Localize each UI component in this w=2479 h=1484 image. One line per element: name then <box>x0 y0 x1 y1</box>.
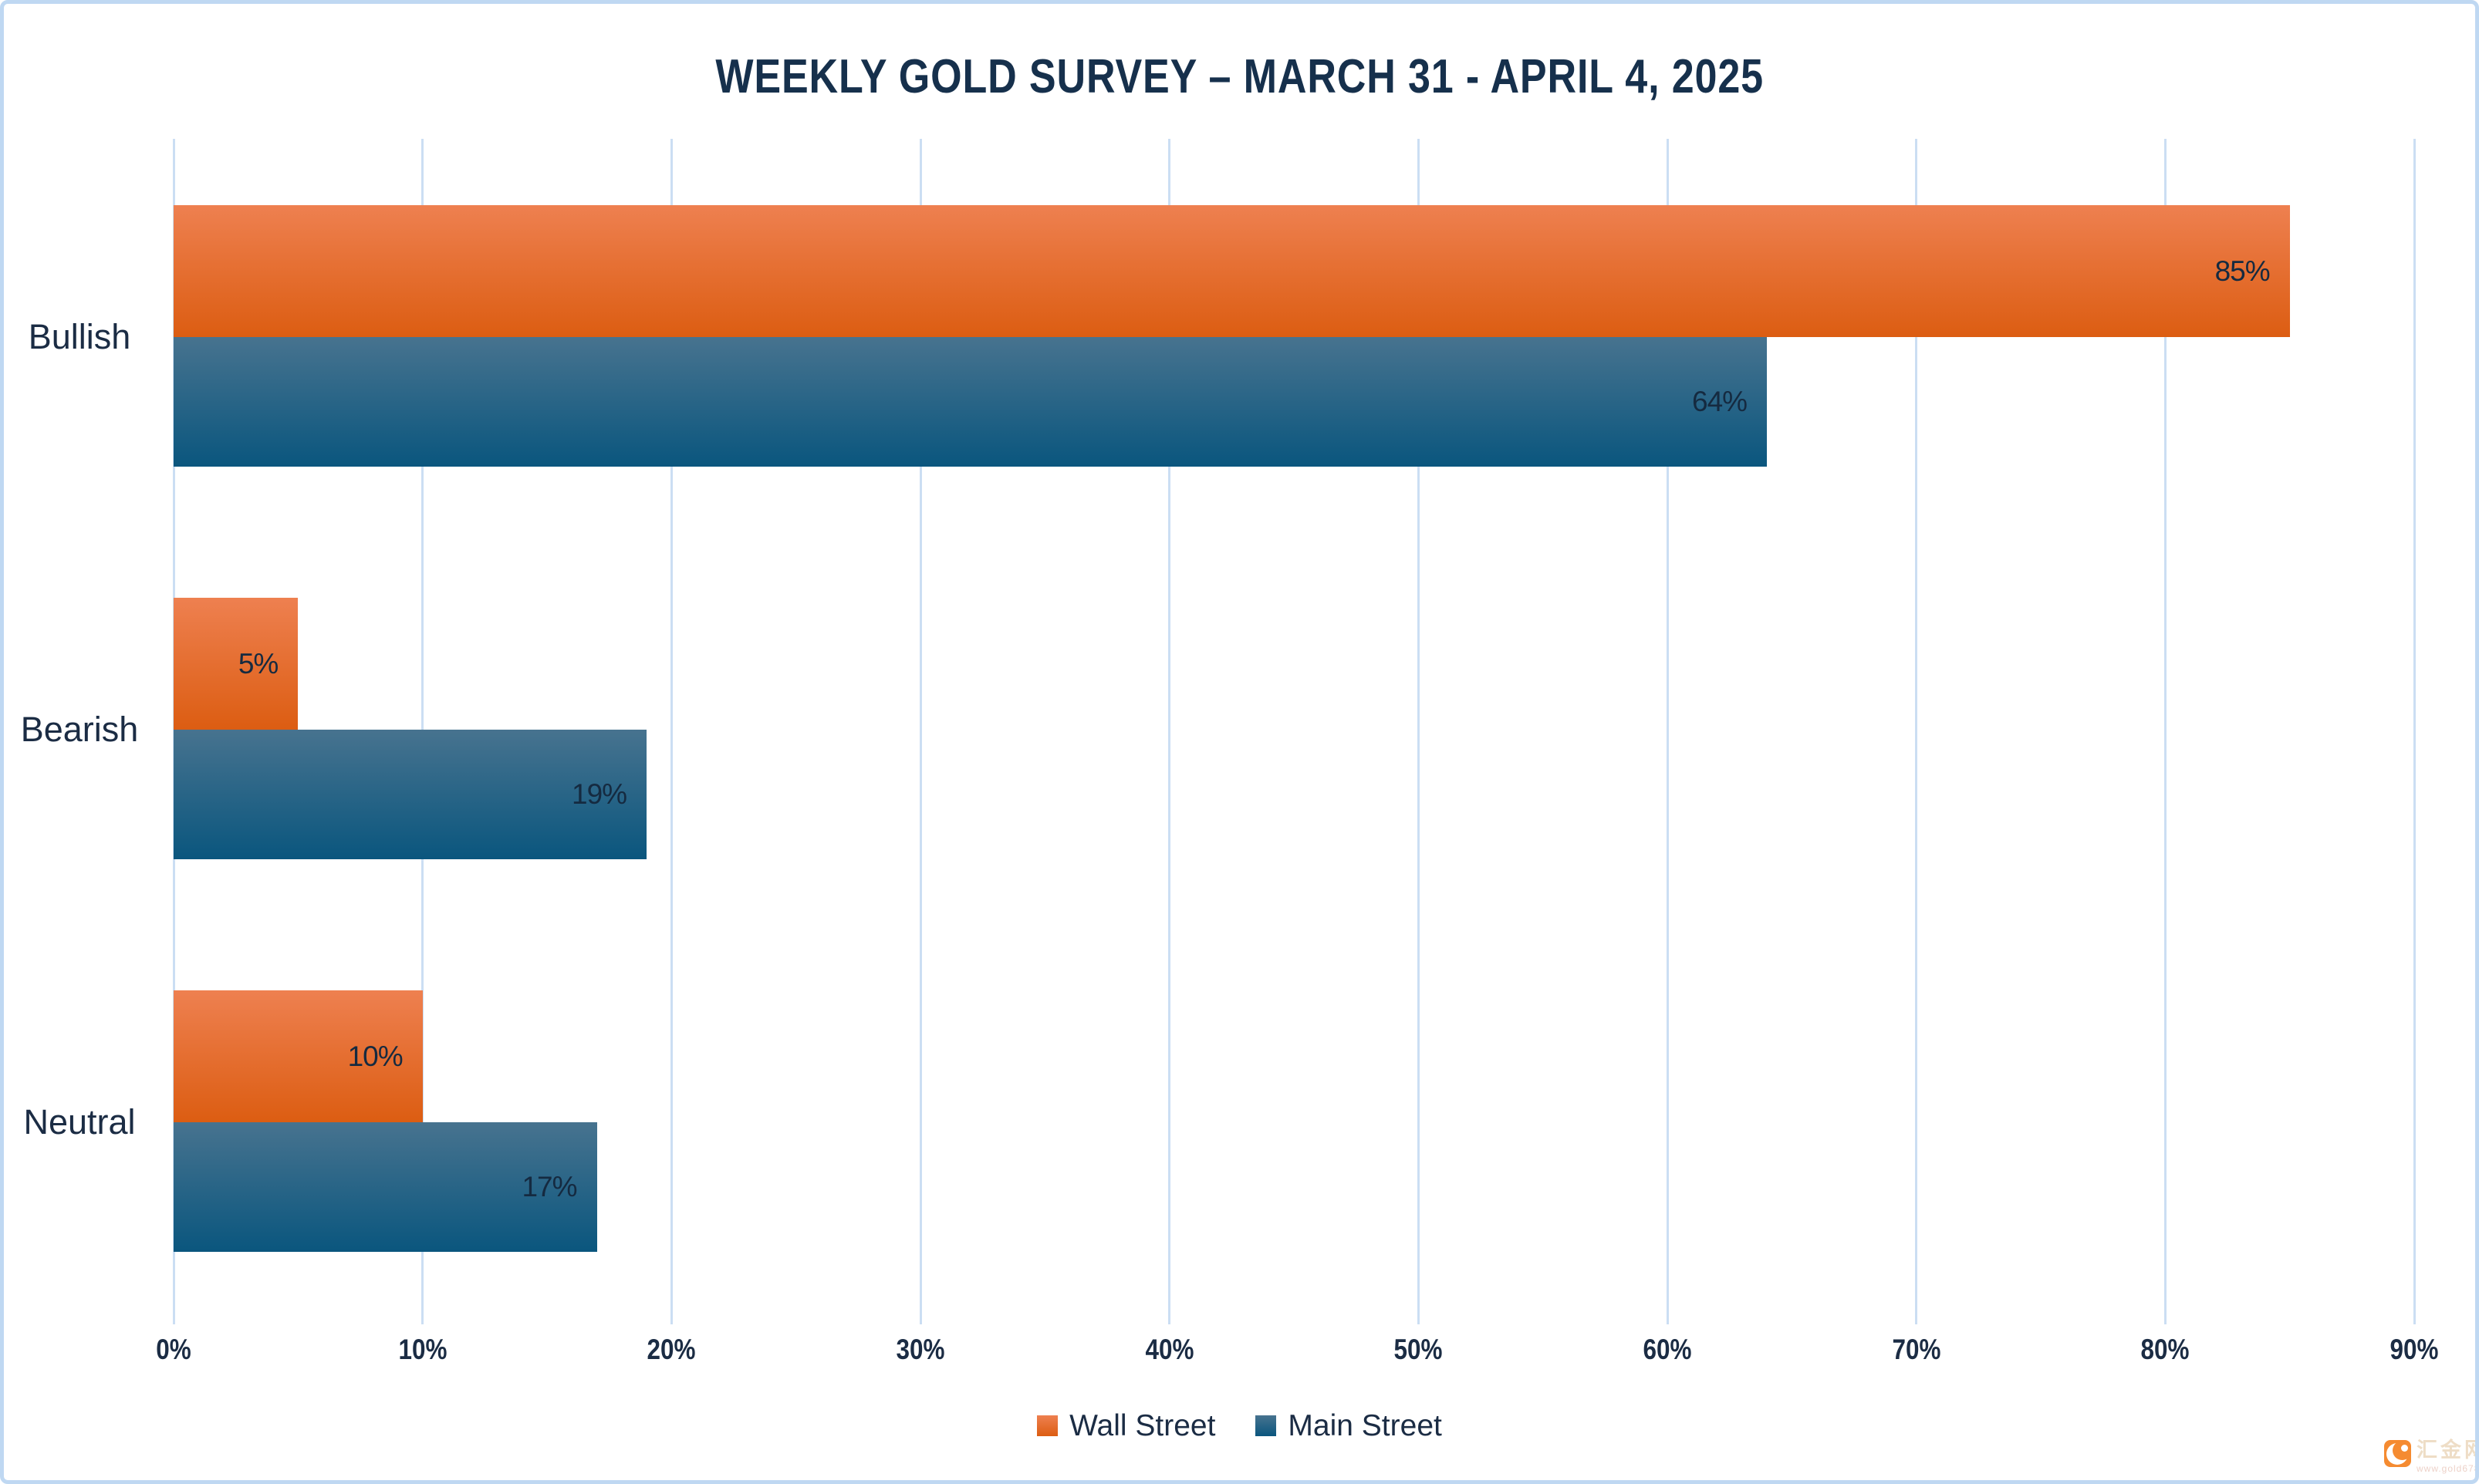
legend-label-wall-street: Wall Street <box>1069 1409 1216 1442</box>
watermark-url: www.gold678.com <box>2417 1463 2479 1474</box>
legend-entry-wall-street: Wall Street <box>1037 1411 1215 1441</box>
chart-title: WEEKLY GOLD SURVEY – MARCH 31 - APRIL 4,… <box>4 53 2475 101</box>
data-label-wall-street-bearish: 5% <box>238 647 279 680</box>
x-tick-label: 70% <box>1892 1334 1941 1365</box>
gridline <box>2413 139 2416 1324</box>
bar-main-street-bearish: 19% <box>174 730 647 859</box>
watermark-site-name: 汇金网 <box>2417 1438 2475 1462</box>
category-label-neutral: Neutral <box>23 1102 136 1142</box>
category-label-bearish: Bearish <box>20 710 139 749</box>
watermark-logo-dot <box>2401 1445 2408 1452</box>
gridline <box>919 139 922 1324</box>
gridline <box>1417 139 1420 1324</box>
x-tick-label: 50% <box>1393 1334 1443 1365</box>
data-label-main-street-neutral: 17% <box>522 1171 577 1202</box>
bar-wall-street-bearish: 5% <box>174 598 299 730</box>
bar-wall-street-bullish: 85% <box>174 205 2290 337</box>
data-label-main-street-bullish: 64% <box>1692 386 1748 417</box>
legend-label-main-street: Main Street <box>1288 1409 1442 1442</box>
gridline <box>1666 139 1669 1324</box>
legend-swatch-wall-street <box>1037 1415 1059 1436</box>
watermark-logo-icon <box>2384 1440 2411 1467</box>
legend-swatch-main-street <box>1255 1415 1277 1436</box>
watermark-texts: 汇金网 www.gold678.com <box>2417 1438 2479 1474</box>
x-tick-label: 90% <box>2389 1334 2439 1365</box>
x-tick-label: 0% <box>156 1334 191 1365</box>
category-label-bullish: Bullish <box>28 317 131 356</box>
legend-entry-main-street: Main Street <box>1255 1409 1442 1442</box>
x-tick-label: 20% <box>647 1334 696 1365</box>
data-label-main-street-bearish: 19% <box>572 778 627 810</box>
x-tick-label: 30% <box>896 1334 945 1365</box>
gridline <box>670 139 673 1324</box>
x-tick-label: 80% <box>2140 1334 2190 1365</box>
gridline <box>1915 139 1918 1324</box>
legend: Wall Street Main Street <box>4 1411 2475 1441</box>
x-tick-label: 40% <box>1145 1334 1194 1365</box>
gridline <box>1168 139 1171 1324</box>
bar-main-street-neutral: 17% <box>174 1122 597 1252</box>
data-label-wall-street-bullish: 85% <box>2214 255 2271 287</box>
x-tick-label: 10% <box>398 1334 448 1365</box>
bar-main-street-bullish: 64% <box>174 337 1768 467</box>
chart-title-text: WEEKLY GOLD SURVEY – MARCH 31 - APRIL 4,… <box>715 50 1764 103</box>
watermark: 汇金网 www.gold678.com <box>2384 1438 2479 1474</box>
data-label-wall-street-neutral: 10% <box>347 1040 404 1072</box>
plot-area: 0% 10% 20% 30% 40% 50% 60% 70% 80% 90% Bullish 85% 6… <box>4 4 2475 1480</box>
x-tick-label: 60% <box>1643 1334 1692 1365</box>
gridline <box>2163 139 2167 1324</box>
bar-wall-street-neutral: 10% <box>174 990 423 1122</box>
